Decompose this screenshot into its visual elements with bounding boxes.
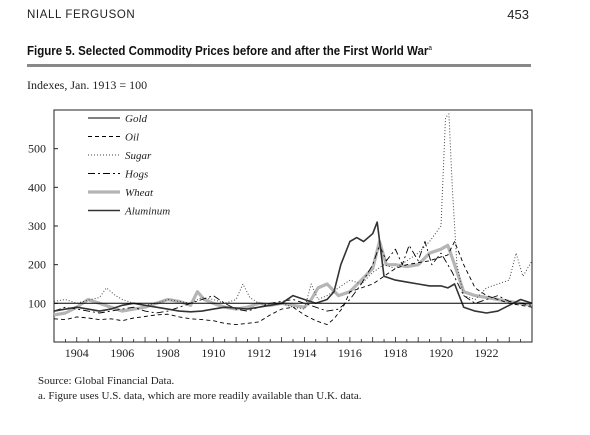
y-tick-label-100: 100 <box>28 296 46 310</box>
x-tick-label-1918: 1918 <box>383 346 407 360</box>
figure-title-footnote-marker: a <box>428 44 432 52</box>
x-tick-label-1920: 1920 <box>429 346 453 360</box>
x-tick-label-1910: 1910 <box>201 346 225 360</box>
chart-subtitle: Indexes, Jan. 1913 = 100 <box>27 78 148 92</box>
figure-label: Figure 5. <box>27 44 75 58</box>
series-line-sugar <box>53 113 533 310</box>
figure-title: Figure 5. Selected Commodity Prices befo… <box>27 44 432 58</box>
figure-title-text: Selected Commodity Prices before and aft… <box>78 44 429 58</box>
x-tick-label-1908: 1908 <box>156 346 180 360</box>
x-tick-label-1914: 1914 <box>292 346 316 360</box>
x-tick-label-1922: 1922 <box>474 346 498 360</box>
title-rule <box>27 64 531 67</box>
series-line-aluminum <box>53 221 533 314</box>
page-number: 453 <box>507 7 529 22</box>
x-tick-label-1912: 1912 <box>247 346 271 360</box>
x-tick-label-1916: 1916 <box>338 346 362 360</box>
y-tick-label-200: 200 <box>28 258 46 272</box>
legend-label-hogs: Hogs <box>124 169 148 181</box>
y-tick-label-400: 400 <box>28 180 46 194</box>
legend-label-sugar: Sugar <box>125 150 152 162</box>
legend-label-wheat: Wheat <box>125 187 154 199</box>
legend-label-gold: Gold <box>125 113 148 125</box>
plot-frame <box>53 109 533 343</box>
running-header-author: NIALL FERGUSON <box>27 9 136 21</box>
x-tick-label-1906: 1906 <box>110 346 134 360</box>
series-line-oil <box>53 241 533 326</box>
source-note: Source: Global Financial Data. <box>38 375 175 387</box>
x-tick-label-1904: 1904 <box>65 346 89 360</box>
y-tick-label-500: 500 <box>28 142 46 156</box>
legend-label-aluminum: Aluminum <box>124 206 170 218</box>
footnote-a: a. Figure uses U.S. data, which are more… <box>38 390 362 402</box>
y-tick-label-300: 300 <box>28 219 46 233</box>
legend-label-oil: Oil <box>125 132 139 144</box>
